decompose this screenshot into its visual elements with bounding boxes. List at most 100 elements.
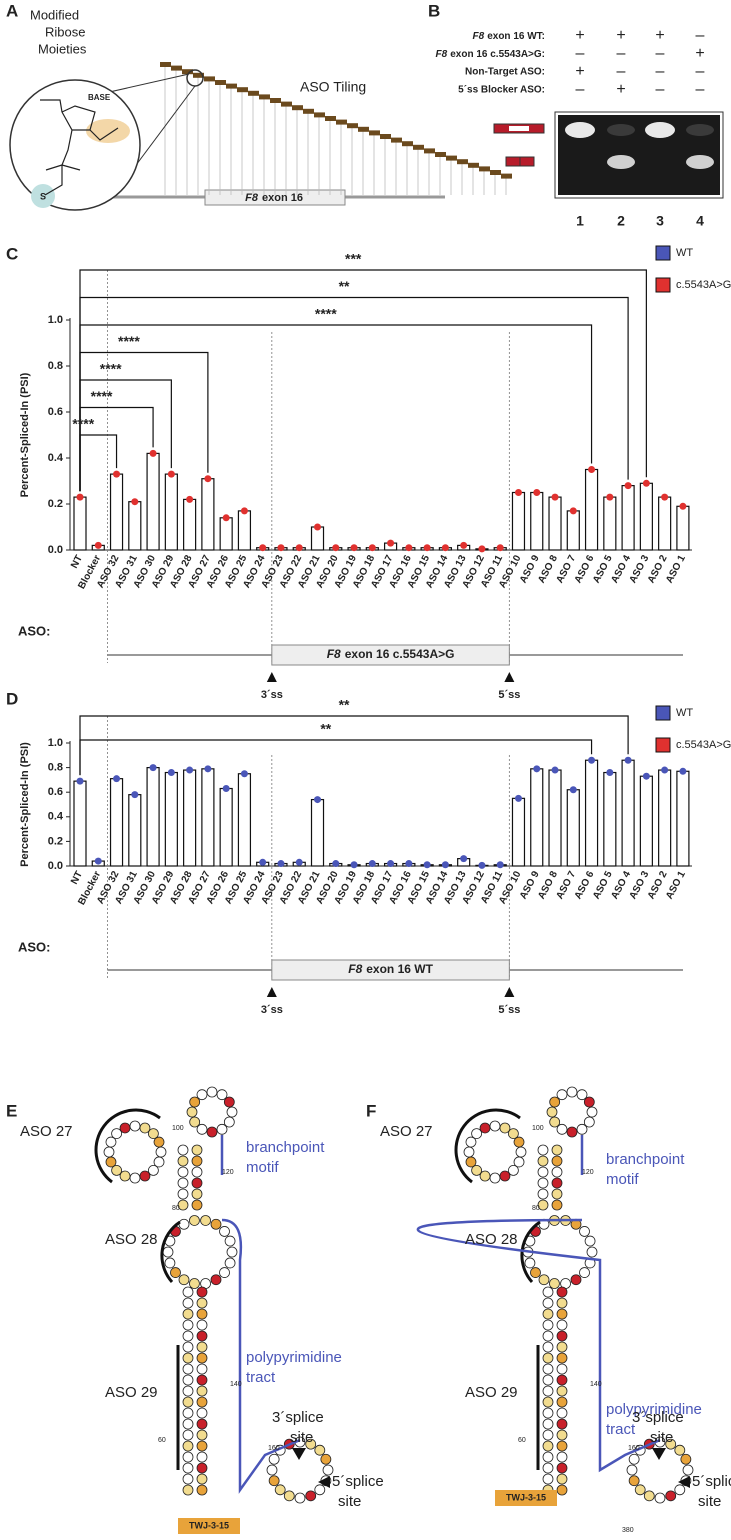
nucleotide: [196, 1286, 208, 1298]
nucleotide: [499, 1170, 511, 1182]
bar: [603, 771, 617, 867]
nucleotide: [268, 1453, 280, 1465]
mean-dot: [222, 785, 230, 793]
b-sign: –: [696, 81, 705, 98]
aso-tile: [204, 76, 215, 82]
label: exon 16 c.5543A>G: [345, 647, 455, 661]
aso-tile: [402, 141, 413, 147]
nucleotide: [219, 1267, 230, 1278]
nucleotide: [542, 1440, 554, 1452]
nucleotide: [182, 1297, 194, 1309]
mean-dot: [368, 544, 376, 552]
label: exon 16 WT: [366, 962, 433, 976]
gel-band: [565, 122, 595, 138]
bar: [511, 797, 526, 867]
mean-dot: [314, 523, 322, 531]
nucleotide: [182, 1473, 194, 1485]
nucleotide: [556, 1374, 568, 1386]
bar: [658, 496, 672, 551]
y-tick-label: 0.8: [48, 360, 63, 372]
aso-tile: [182, 69, 193, 75]
panel-b: F8 exon 16 WT: + + + –F8 exon 16 c.5543A>G: – – –…: [436, 27, 705, 228]
nucleotide: [556, 1089, 568, 1101]
nucleotide: [274, 1484, 286, 1496]
mean-dot: [460, 855, 468, 863]
nucleotide: [576, 1089, 588, 1101]
nucleotide: [105, 1156, 117, 1168]
bar: [511, 491, 526, 551]
splice-label: 3´ss: [261, 689, 283, 701]
bar: [183, 498, 197, 551]
nucleotide: [542, 1407, 554, 1419]
bar: [219, 517, 233, 551]
bar: [183, 769, 197, 867]
lane-label: 4: [696, 213, 704, 229]
nucleotide: [196, 1473, 208, 1485]
nucleotide: [556, 1319, 568, 1331]
zoom-circle: [186, 69, 204, 87]
nucleotide: [182, 1341, 194, 1353]
position-label: 120: [582, 1169, 594, 1176]
inset: [9, 79, 141, 211]
splice-label: 5´ss: [498, 1004, 520, 1016]
nucleotide: [305, 1438, 317, 1450]
nucleotide: [153, 1136, 165, 1148]
nucleotide: [182, 1286, 194, 1298]
nucleotide: [206, 1086, 218, 1098]
nucleotide: [182, 1363, 194, 1375]
position-label: 80: [172, 1205, 180, 1212]
nucleotide: [549, 1116, 561, 1128]
mean-dot: [186, 495, 194, 503]
nucleotide: [191, 1155, 203, 1167]
nucleotide: [584, 1235, 596, 1247]
mean-dot: [569, 507, 577, 515]
mean-dot: [661, 766, 669, 774]
significance-label: ***: [345, 251, 362, 267]
b-row-label: F8 exon 16 c.5543A>G:: [436, 49, 545, 60]
nucleotide: [294, 1492, 306, 1504]
nucleotide: [196, 1352, 208, 1364]
b-sign: –: [696, 27, 705, 44]
nucleotide: [226, 1246, 238, 1258]
nucleotide: [196, 1440, 208, 1452]
tract-line: [221, 1218, 301, 1494]
splice-marker: [504, 672, 515, 682]
nucleotide: [191, 1166, 203, 1178]
rna-label: motif: [606, 1171, 639, 1188]
aso-tile: [292, 105, 303, 111]
nucleotide: [196, 1396, 208, 1408]
sulfur-highlight: [31, 184, 55, 208]
x-axis-label: ASO:: [18, 939, 51, 954]
nucleotide: [542, 1418, 554, 1430]
nucleotide: [139, 1170, 151, 1182]
nucleotide: [628, 1453, 640, 1465]
rna-label: ASO 27: [20, 1123, 73, 1140]
mean-dot: [186, 766, 194, 774]
nucleotide: [583, 1116, 595, 1128]
bar: [676, 770, 690, 867]
nucleotide: [542, 1473, 554, 1485]
exon-label: F8 exon 16 c.5543A>G: [327, 647, 455, 661]
nucleotide: [549, 1278, 560, 1289]
significance-label: ****: [72, 416, 94, 432]
nucleotide: [537, 1177, 549, 1189]
nucleotide: [556, 1396, 568, 1408]
significance-label: ****: [100, 361, 122, 377]
nucleotide: [583, 1096, 595, 1108]
nucleotide: [479, 1170, 491, 1182]
nucleotide: [182, 1407, 194, 1419]
mean-dot: [113, 470, 121, 478]
aso-tile: [413, 144, 424, 150]
bar: [146, 766, 160, 867]
lane-label: 3: [656, 213, 664, 229]
lane-label: 2: [617, 213, 625, 229]
nucleotide: [556, 1363, 568, 1375]
mean-dot: [368, 860, 376, 868]
nucleotide: [556, 1451, 568, 1463]
splice-marker: [266, 672, 277, 682]
gel-band: [607, 155, 635, 169]
a-title: Ribose: [45, 24, 85, 39]
nucleotide: [507, 1164, 519, 1176]
b-sign: +: [695, 45, 704, 62]
